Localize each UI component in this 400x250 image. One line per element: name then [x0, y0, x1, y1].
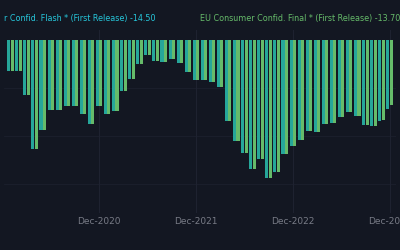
Bar	[209, 40, 212, 82]
Bar	[212, 40, 215, 82]
Bar	[314, 40, 317, 132]
Bar	[196, 40, 199, 80]
Bar	[349, 40, 352, 112]
Bar	[220, 40, 223, 87]
Bar	[382, 40, 385, 120]
Bar	[293, 40, 296, 146]
Bar	[11, 40, 14, 71]
Bar	[140, 40, 143, 64]
Bar	[128, 40, 131, 78]
Bar	[144, 40, 148, 56]
Bar	[265, 40, 268, 178]
Bar	[285, 40, 288, 154]
Bar	[378, 40, 381, 121]
Bar	[204, 40, 207, 80]
Bar	[354, 40, 357, 117]
Bar	[88, 40, 91, 124]
Bar	[116, 40, 118, 111]
Bar	[43, 40, 46, 130]
Bar	[120, 40, 123, 92]
Bar	[261, 40, 264, 159]
Bar	[7, 40, 10, 71]
Bar	[75, 40, 78, 106]
Bar	[330, 40, 333, 123]
Bar	[23, 40, 26, 95]
Bar	[156, 40, 159, 61]
Bar	[164, 40, 167, 62]
Bar	[107, 40, 110, 114]
Bar	[132, 40, 135, 78]
Bar	[241, 40, 244, 153]
Bar	[366, 40, 368, 125]
Bar	[325, 40, 328, 124]
Text: r Confid. Flash * (First Release) -14.50: r Confid. Flash * (First Release) -14.50	[4, 14, 156, 23]
Bar	[233, 40, 236, 141]
Bar	[346, 40, 349, 112]
Bar	[51, 40, 54, 110]
Bar	[249, 40, 252, 169]
Bar	[370, 40, 373, 126]
Bar	[341, 40, 344, 117]
Bar	[228, 40, 232, 121]
Bar	[83, 40, 86, 114]
Bar	[67, 40, 70, 106]
Bar	[188, 40, 191, 72]
Bar	[257, 40, 260, 159]
Bar	[236, 40, 240, 141]
Bar	[358, 40, 360, 117]
Bar	[390, 40, 393, 106]
Bar	[333, 40, 336, 123]
Bar	[35, 40, 38, 148]
Bar	[269, 40, 272, 178]
Bar	[99, 40, 102, 106]
Bar	[80, 40, 83, 114]
Bar	[32, 40, 34, 148]
Bar	[362, 40, 365, 125]
Bar	[317, 40, 320, 132]
Bar	[27, 40, 30, 95]
Bar	[306, 40, 309, 131]
Bar	[309, 40, 312, 131]
Bar	[282, 40, 284, 154]
Text: EU Consumer Confid. Final * (First Release) -13.70: EU Consumer Confid. Final * (First Relea…	[200, 14, 400, 23]
Bar	[386, 40, 389, 109]
Bar	[124, 40, 126, 92]
Bar	[148, 40, 151, 56]
Bar	[136, 40, 139, 64]
Bar	[72, 40, 75, 106]
Bar	[40, 40, 42, 130]
Bar	[48, 40, 51, 110]
Bar	[290, 40, 293, 146]
Bar	[322, 40, 325, 124]
Bar	[96, 40, 99, 106]
Bar	[244, 40, 248, 153]
Bar	[217, 40, 220, 87]
Bar	[104, 40, 107, 114]
Bar	[252, 40, 256, 169]
Bar	[277, 40, 280, 172]
Bar	[185, 40, 188, 72]
Bar	[274, 40, 276, 172]
Bar	[59, 40, 62, 110]
Bar	[338, 40, 341, 117]
Bar	[180, 40, 183, 63]
Bar	[225, 40, 228, 121]
Bar	[172, 40, 175, 59]
Bar	[374, 40, 377, 126]
Bar	[56, 40, 59, 110]
Bar	[112, 40, 115, 111]
Bar	[91, 40, 94, 124]
Bar	[168, 40, 172, 59]
Bar	[298, 40, 301, 140]
Bar	[15, 40, 18, 71]
Bar	[301, 40, 304, 140]
Bar	[64, 40, 67, 106]
Bar	[19, 40, 22, 71]
Bar	[177, 40, 180, 63]
Bar	[152, 40, 156, 61]
Bar	[160, 40, 164, 62]
Bar	[201, 40, 204, 80]
Bar	[193, 40, 196, 80]
